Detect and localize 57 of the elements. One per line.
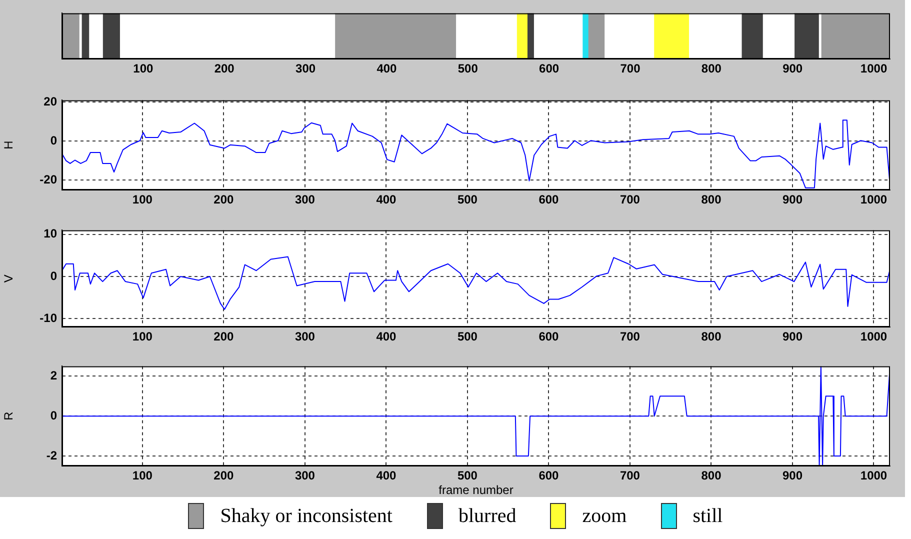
- x-tick-label: 200: [214, 468, 234, 483]
- x-tick-label: 400: [376, 62, 398, 76]
- x-tick-label: 300: [296, 62, 316, 76]
- x-tick-label: 600: [538, 330, 560, 344]
- x-tick-label: 800: [701, 468, 722, 483]
- legend-label: Shaky or inconsistent: [220, 504, 392, 528]
- y-tick-label: -20: [40, 172, 58, 187]
- x-tick-label: 600: [539, 62, 560, 76]
- x-tick-label: 900: [782, 192, 803, 207]
- x-tick-label: 600: [538, 468, 560, 483]
- x-tick-label: 500: [457, 330, 478, 344]
- legend-label: still: [692, 504, 723, 528]
- y-tick-label: 0: [50, 408, 58, 422]
- x-tick-label: 700: [620, 192, 640, 207]
- x-tick-label: 100: [132, 468, 153, 483]
- y-tick-label: -2: [46, 448, 58, 462]
- y-tick-label: 0: [50, 268, 58, 283]
- x-tick-label: 400: [376, 330, 397, 344]
- x-tick-label: 300: [294, 468, 316, 483]
- x-tick-label: 1000: [860, 330, 888, 344]
- x-tick-label: 700: [620, 62, 641, 76]
- x-tick-label: 900: [782, 468, 803, 483]
- x-tick-label: 900: [782, 62, 803, 76]
- x-tick-label: 800: [701, 330, 722, 344]
- x-tick-label: 200: [214, 330, 234, 344]
- x-tick-label: 1000: [860, 192, 888, 207]
- y-tick-label: -10: [40, 310, 58, 325]
- x-tick-label: 900: [782, 330, 803, 344]
- y-tick-label: 10: [44, 226, 58, 241]
- x-tick-label: 100: [132, 192, 153, 207]
- x-tick-label: 500: [458, 62, 478, 76]
- x-tick-label: 600: [538, 192, 560, 207]
- x-tick-label: 300: [294, 330, 316, 344]
- y-axis-title: V: [2, 274, 16, 283]
- x-axis-title: frame number: [438, 483, 514, 498]
- y-tick-label: 0: [50, 134, 58, 148]
- x-tick-label: 100: [132, 330, 153, 344]
- y-axis-title: H: [2, 140, 16, 150]
- y-tick-label: 2: [50, 368, 58, 382]
- x-tick-label: 400: [376, 192, 397, 207]
- x-tick-label: 200: [214, 192, 234, 207]
- x-tick-label: 100: [133, 62, 154, 76]
- y-tick-label: 20: [44, 94, 58, 108]
- legend-label: blurred: [458, 504, 516, 528]
- x-tick-label: 800: [701, 192, 722, 207]
- y-axis-title: R: [2, 411, 16, 420]
- x-tick-label: 1000: [860, 468, 888, 483]
- x-tick-label: 1000: [860, 62, 888, 76]
- x-tick-label: 700: [620, 468, 640, 483]
- x-tick-label: 500: [457, 468, 478, 483]
- x-tick-label: 400: [376, 468, 397, 483]
- x-tick-label: 200: [214, 62, 235, 76]
- x-tick-label: 700: [620, 330, 640, 344]
- x-tick-label: 500: [457, 192, 478, 207]
- x-tick-label: 800: [701, 62, 722, 76]
- legend-label: zoom: [582, 504, 627, 528]
- x-tick-label: 300: [294, 192, 316, 207]
